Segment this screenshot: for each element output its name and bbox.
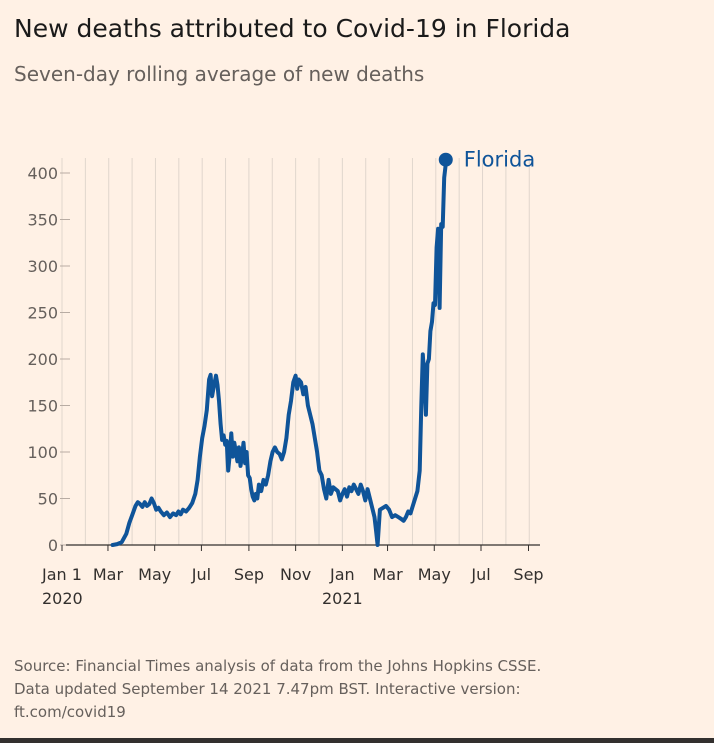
x-tick-label: Jul: [470, 565, 490, 584]
x-tick-label: Mar: [93, 565, 124, 584]
x-tick-label: Jan 1: [41, 565, 82, 584]
x-tick-sublabel: 2021: [322, 589, 363, 608]
x-tick-label: May: [138, 565, 171, 584]
y-tick-label: 0: [48, 536, 58, 555]
x-tick-label: Sep: [513, 565, 543, 584]
series-end-marker: [438, 152, 453, 167]
y-tick-label: 250: [27, 304, 58, 323]
source-line-3: ft.com/covid19: [14, 703, 126, 721]
source-note: Source: Financial Times analysis of data…: [14, 655, 694, 724]
series-line-florida: [110, 161, 448, 547]
chart-subtitle: Seven-day rolling average of new deaths: [14, 62, 425, 86]
y-tick-label: 100: [27, 443, 58, 462]
y-tick-label: 300: [27, 257, 58, 276]
y-tick-label: 50: [38, 490, 58, 509]
source-line-1: Source: Financial Times analysis of data…: [14, 657, 542, 675]
x-tick-label: Nov: [280, 565, 311, 584]
x-tick-label: Sep: [234, 565, 264, 584]
x-tick-label: Mar: [372, 565, 403, 584]
x-tick-label: Jul: [191, 565, 211, 584]
y-tick-label: 150: [27, 397, 58, 416]
chart-title: New deaths attributed to Covid-19 in Flo…: [14, 14, 571, 43]
bottom-border: [0, 738, 714, 743]
y-tick-label: 350: [27, 211, 58, 230]
x-tick-label: May: [418, 565, 451, 584]
line-chart: 0 50 100 150 200 250 300 350 400 Jan 1 2020 Mar May J…: [27, 148, 543, 608]
x-tick-label: Jan: [329, 565, 355, 584]
y-tick-label: 200: [27, 350, 58, 369]
x-tick-sublabel: 2020: [42, 589, 83, 608]
series-label-florida: Florida: [464, 148, 535, 172]
y-tick-label: 400: [27, 164, 58, 183]
source-line-2: Data updated September 14 2021 7.47pm BS…: [14, 680, 521, 698]
